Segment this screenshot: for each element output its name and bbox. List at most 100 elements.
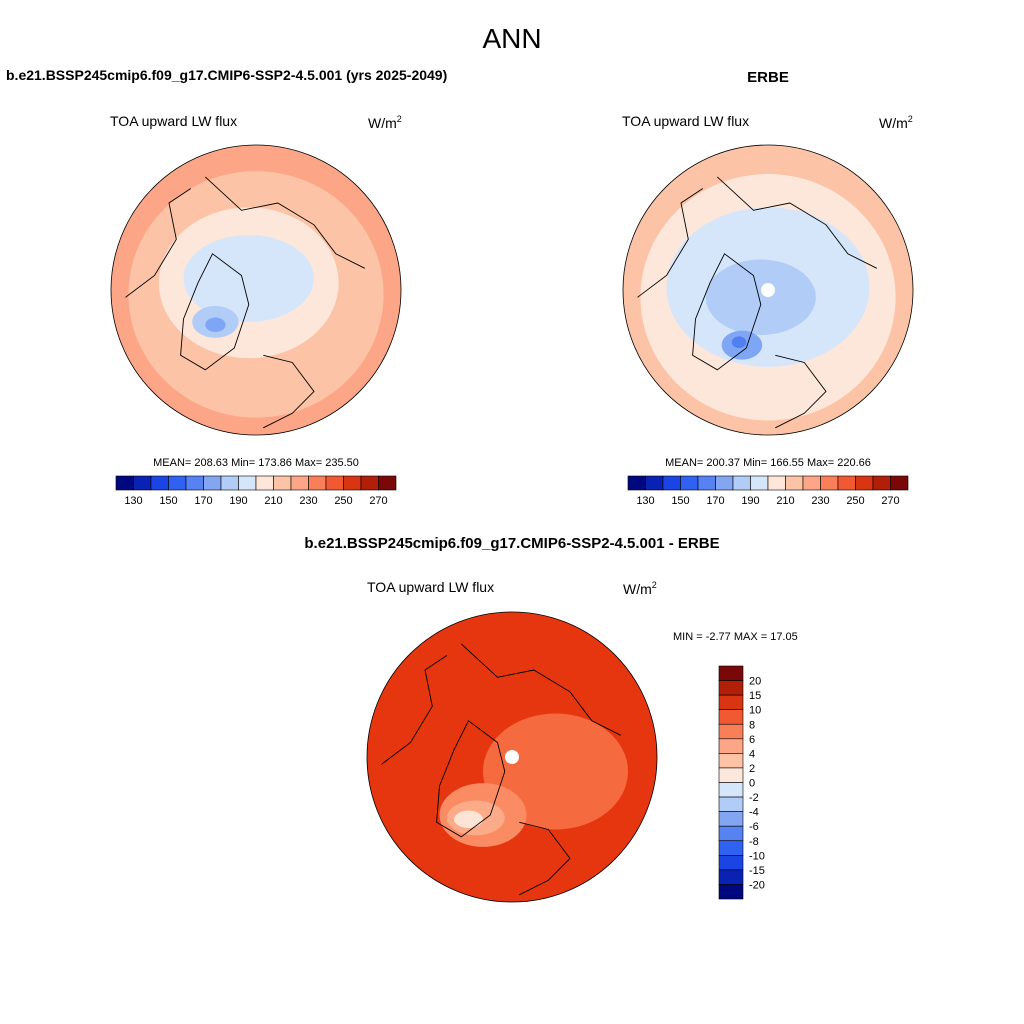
polar-map-obs (622, 144, 914, 436)
colorbar-swatch (718, 694, 744, 710)
contour-fill-180 (205, 317, 226, 333)
pole-missing-data (505, 750, 519, 764)
colorbar-swatch (718, 680, 744, 696)
colorbar-tick-label: 8 (749, 719, 755, 731)
colorbar-swatch (718, 884, 744, 900)
colorbar-tick-label: 250 (334, 495, 352, 507)
colorbar-tick-label: -6 (749, 821, 759, 833)
colorbar-swatch (697, 475, 716, 491)
colorbar-tick-label: 150 (159, 495, 177, 507)
colorbar-swatch (185, 475, 204, 491)
colorbar-swatch (732, 475, 751, 491)
panel-model-title: b.e21.BSSP245cmip6.f09_g17.CMIP6-SSP2-4.… (6, 67, 447, 83)
panel-diff-variable: TOA upward LW flux (367, 579, 494, 595)
colorbar-tick-label: 170 (194, 495, 212, 507)
panel-model-stats: MEAN= 208.63 Min= 173.86 Max= 235.50 (153, 457, 359, 469)
colorbar-tick-label: -4 (749, 807, 759, 819)
panel-model-variable: TOA upward LW flux (110, 113, 237, 129)
colorbar-tick-label: -2 (749, 792, 759, 804)
colorbar-swatch (133, 475, 152, 491)
panel-obs-stats: MEAN= 200.37 Min= 166.55 Max= 220.66 (665, 457, 871, 469)
colorbar-swatch (255, 475, 274, 491)
colorbar-swatch (168, 475, 187, 491)
colorbar-swatch (820, 475, 839, 491)
polar-map-diff (366, 611, 658, 903)
colorbar-tick-label: 6 (749, 734, 755, 746)
colorbar-swatch (872, 475, 891, 491)
colorbar-swatch (680, 475, 699, 491)
colorbar-swatch (718, 855, 744, 871)
colorbar-swatch (343, 475, 362, 491)
figure-title: ANN (482, 23, 541, 54)
colorbar-swatch (718, 869, 744, 885)
colorbar-swatch (718, 738, 744, 754)
panel-diff: b.e21.BSSP245cmip6.f09_g17.CMIP6-SSP2-4.… (304, 535, 798, 903)
panel-model-units: W/m2 (368, 114, 402, 131)
polar-map-model (110, 144, 402, 436)
colorbar-swatch (718, 811, 744, 827)
colorbar-tick-label: 190 (229, 495, 247, 507)
colorbar-tick-label: 20 (749, 676, 761, 688)
colorbar-tick-label: 170 (706, 495, 724, 507)
colorbar-swatch (718, 753, 744, 769)
colorbar-swatch (308, 475, 327, 491)
coastlines (125, 176, 366, 429)
colorbar-swatch (715, 475, 734, 491)
colorbar-swatch (238, 475, 257, 491)
colorbar-tick-label: 15 (749, 690, 761, 702)
colorbar-swatch (378, 475, 397, 491)
colorbar-swatch (718, 767, 744, 783)
colorbar-swatch (360, 475, 379, 491)
colorbar-model: 130 150 170 190 210 230 250 270 (115, 475, 397, 507)
contour-fill-170 (731, 336, 747, 349)
map-boundary (622, 144, 914, 436)
colorbar-swatch (150, 475, 169, 491)
panel-obs-variable: TOA upward LW flux (622, 113, 749, 129)
colorbar-swatch (837, 475, 856, 491)
colorbar-tick-label: 10 (749, 705, 761, 717)
panel-obs-title: ERBE (747, 69, 789, 86)
colorbar-swatch (890, 475, 909, 491)
colorbar-tick-label: 210 (264, 495, 282, 507)
colorbar-tick-label: -10 (749, 850, 765, 862)
colorbar-swatch (220, 475, 239, 491)
colorbar-swatch (718, 723, 744, 740)
colorbar-tick-label: 4 (749, 748, 755, 760)
colorbar-tick-label: 230 (811, 495, 829, 507)
colorbar-tick-label: 130 (636, 495, 654, 507)
colorbar-obs: 130 150 170 190 210 230 250 270 (627, 475, 909, 507)
colorbar-swatch (718, 782, 744, 798)
colorbar-swatch (785, 475, 804, 491)
colorbar-swatch (115, 475, 134, 491)
map-boundary (366, 611, 658, 903)
colorbar-tick-label: 150 (671, 495, 689, 507)
panel-model: b.e21.BSSP245cmip6.f09_g17.CMIP6-SSP2-4.… (6, 67, 447, 507)
colorbar-swatch (718, 796, 744, 812)
colorbar-swatch (718, 665, 744, 681)
colorbar-swatch (645, 475, 664, 491)
colorbar-tick-label: 230 (299, 495, 317, 507)
colorbar-tick-label: 0 (749, 778, 755, 790)
pole-missing-data (761, 283, 775, 297)
colorbar-tick-label: 2 (749, 763, 755, 775)
panel-diff-units: W/m2 (623, 580, 657, 597)
panel-obs: ERBE TOA upward LW flux W/m2 MEAN= 200.3… (622, 69, 914, 507)
colorbar-tick-label: -8 (749, 836, 759, 848)
colorbar-swatch (718, 709, 744, 725)
colorbar-tick-label: 190 (741, 495, 759, 507)
colorbar-tick-label: 270 (881, 495, 899, 507)
panel-diff-minmax: MIN = -2.77 MAX = 17.05 (673, 631, 798, 643)
map-boundary (110, 144, 402, 436)
colorbar-swatch (767, 475, 786, 491)
colorbar-swatch (855, 475, 874, 491)
colorbar-tick-label: 250 (846, 495, 864, 507)
panel-diff-title: b.e21.BSSP245cmip6.f09_g17.CMIP6-SSP2-4.… (304, 535, 719, 552)
colorbar-tick-label: 210 (776, 495, 794, 507)
colorbar-tick-label: -15 (749, 865, 765, 877)
colorbar-swatch (273, 475, 292, 491)
panel-obs-units: W/m2 (879, 114, 913, 131)
contour-fill-190 (705, 259, 816, 335)
colorbar-swatch (662, 475, 681, 491)
